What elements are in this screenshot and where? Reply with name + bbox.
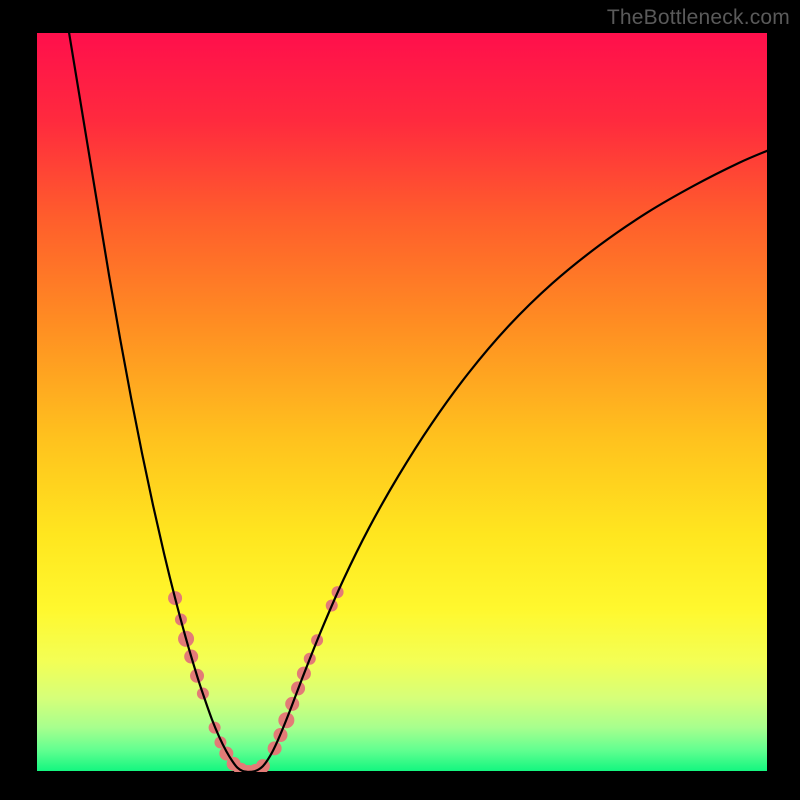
watermark-text: TheBottleneck.com — [607, 6, 790, 30]
bottleneck-v-curve-chart — [0, 0, 800, 800]
plot-background — [36, 32, 768, 772]
chart-stage: TheBottleneck.com — [0, 0, 800, 800]
